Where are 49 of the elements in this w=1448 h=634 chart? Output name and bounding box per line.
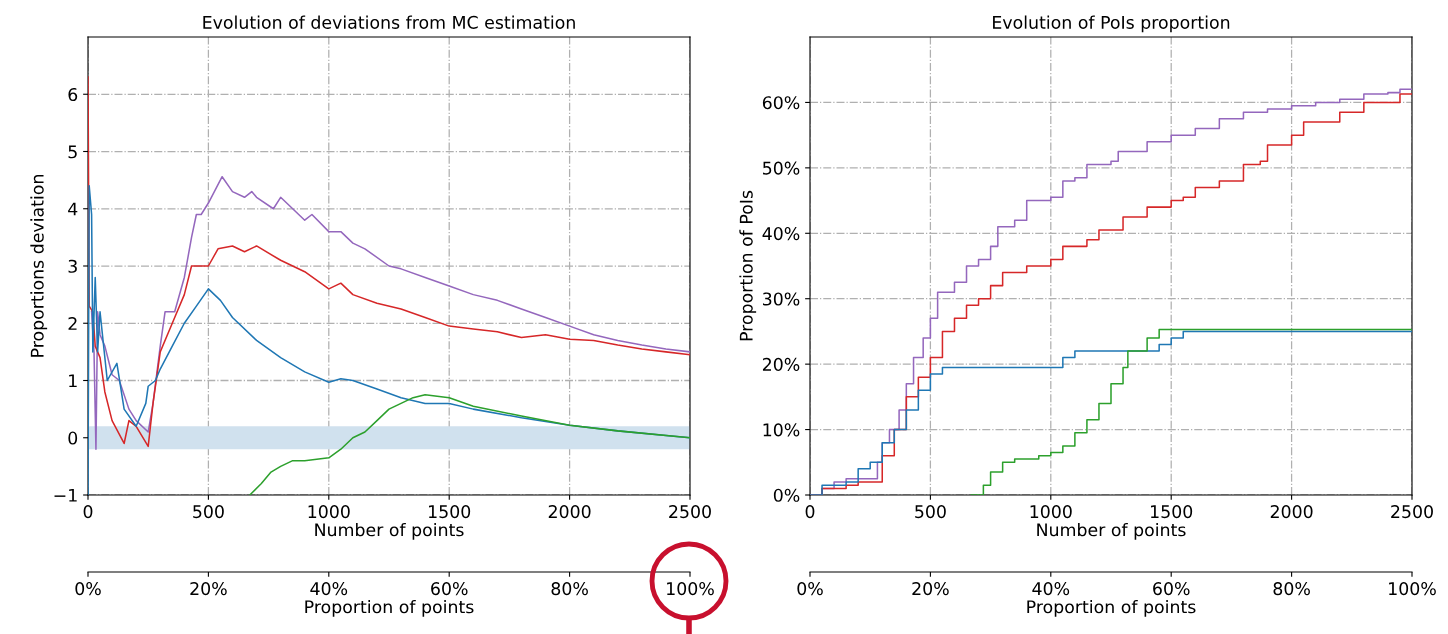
chart-title: Evolution of PoIs proportion: [993, 15, 1230, 33]
x-tick-label: 0: [83, 505, 93, 519]
y-tick-label: 2: [68, 316, 77, 330]
y-tick-label: 30%: [763, 292, 800, 306]
x2-tick-label: 100%: [667, 582, 714, 596]
x-tick-label: 2000: [548, 505, 591, 519]
y-tick-label: 40%: [762, 227, 800, 241]
x2-tick-label: 20%: [912, 582, 949, 596]
x2-tick-label: 80%: [1273, 582, 1310, 596]
y-tick-label: 20%: [762, 357, 800, 371]
x-tick-label: 2500: [1391, 505, 1433, 519]
chart-title: Evolution of deviations from MC estimation: [203, 15, 575, 29]
x2-tick-label: 60%: [431, 582, 468, 596]
y-tick-label: −1: [54, 488, 77, 502]
x-tick-label: 2500: [669, 505, 711, 519]
y-tick-label: 5: [68, 145, 77, 159]
y-tick-label: 10%: [763, 423, 800, 437]
x-tick-label: 1000: [308, 505, 350, 519]
y-tick-label: 3: [68, 259, 77, 273]
line-series: [90, 175, 690, 450]
x2-tick-label: 60%: [1153, 582, 1190, 596]
x2-axis-title: Proportion of points: [1027, 599, 1196, 617]
line-series: [88, 76, 690, 448]
y-tick-label: 0: [68, 431, 78, 445]
x-tick-label: 2000: [1270, 505, 1313, 519]
x-axis-title: Number of points: [315, 522, 464, 540]
x-tick-label: 1000: [1030, 505, 1072, 519]
y-tick-label: 0%: [773, 488, 800, 502]
x-tick-label: 500: [193, 505, 224, 519]
y-tick-label: 1: [69, 374, 77, 388]
x2-axis-title: Proportion of points: [305, 599, 474, 617]
x-tick-label: 500: [915, 505, 946, 519]
y-tick-label: 4: [68, 202, 78, 216]
x2-tick-label: 20%: [190, 582, 227, 596]
y-axis-title: Proportion of PoIs: [739, 190, 757, 341]
x-tick-label: 0: [805, 505, 815, 519]
x-axis-title: Number of points: [1037, 522, 1186, 540]
x2-tick-label: 40%: [310, 582, 348, 596]
x2-tick-label: 0%: [797, 582, 823, 596]
y-tick-label: 50%: [763, 161, 800, 175]
x2-tick-label: 40%: [1032, 582, 1070, 596]
line-series: [249, 394, 690, 495]
x2-tick-label: 80%: [551, 582, 588, 596]
y-tick-label: 60%: [762, 96, 800, 110]
x2-tick-label: 100%: [1389, 582, 1436, 596]
x-tick-label: 1500: [1151, 505, 1193, 519]
y-tick-label: 6: [68, 87, 78, 102]
x-tick-label: 1500: [429, 505, 471, 519]
y-axis-title: Proportions deviation: [30, 175, 48, 357]
